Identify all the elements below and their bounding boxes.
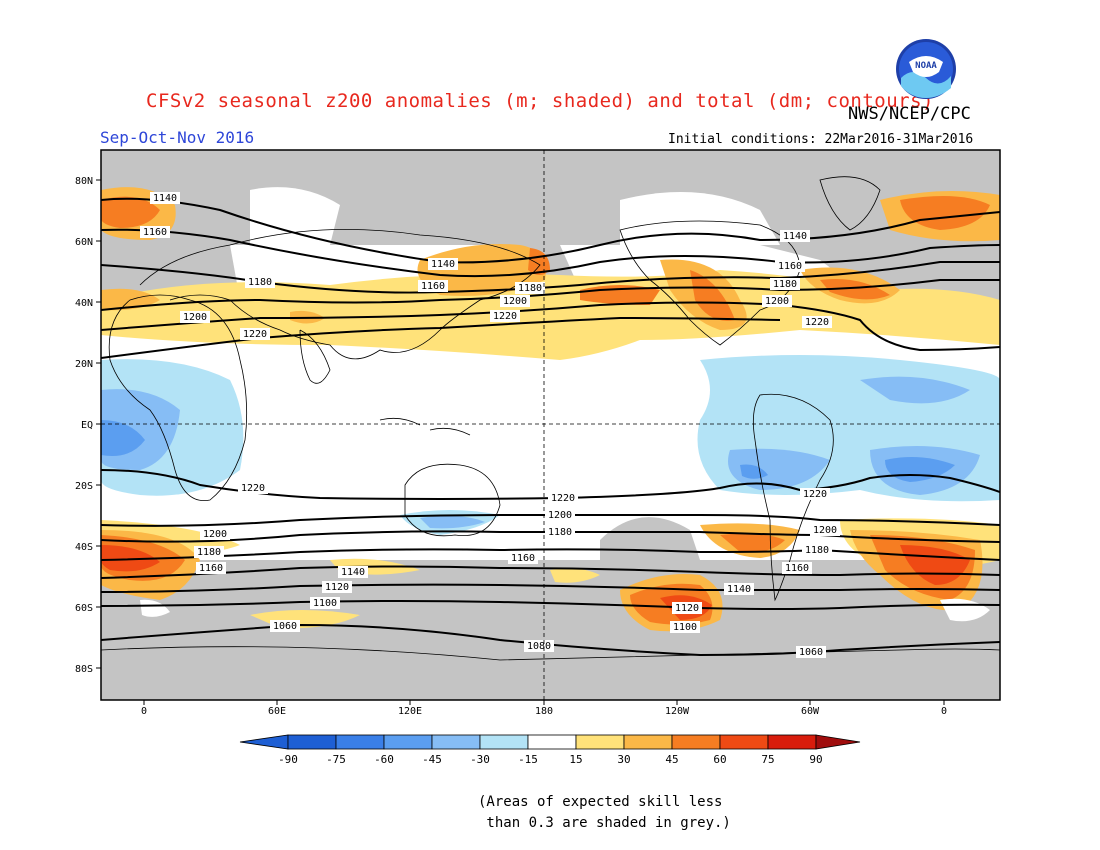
lon-tick-label: 120E	[398, 706, 422, 717]
contour-label: 1200	[503, 296, 527, 307]
colorbar-label: -45	[422, 753, 442, 766]
contour-label: 1180	[197, 547, 221, 558]
contour-label: 1220	[803, 489, 827, 500]
colorbar-left-arrow	[239, 734, 289, 750]
lat-tick-label: 20N	[75, 359, 93, 370]
lon-axis	[143, 700, 945, 705]
contour-label: 1220	[493, 311, 517, 322]
contour-label: 1220	[243, 329, 267, 340]
colorbar-segment	[479, 734, 529, 750]
colorbar-labels: -90 -75 -60 -45 -30 -15 15 30 45 60 75 9…	[278, 753, 823, 766]
colorbar-segment	[767, 734, 817, 750]
lon-tick-label: 0	[141, 706, 147, 717]
contour-label: 1180	[248, 277, 272, 288]
colorbar-label: 60	[713, 753, 726, 766]
lat-tick-label: 20S	[75, 481, 93, 492]
colorbar-segment	[431, 734, 481, 750]
contour-label: 1160	[511, 553, 535, 564]
contour-label: 1200	[548, 510, 572, 521]
plot-frame	[100, 149, 1001, 701]
colorbar-label: -60	[374, 753, 394, 766]
lat-tick-label: 40S	[75, 542, 93, 553]
colorbar-label: 45	[665, 753, 678, 766]
contour-label: 1160	[421, 281, 445, 292]
skill-note: (Areas of expected skill less than 0.3 a…	[478, 794, 731, 831]
lon-labels: 0 60E 120E 180 120W 60W 0	[141, 706, 947, 717]
contour-label: 1100	[673, 622, 697, 633]
lat-tick-label: 40N	[75, 298, 93, 309]
lon-tick-label: 0	[941, 706, 947, 717]
contour-label: 1220	[551, 493, 575, 504]
contour-label: 1140	[431, 259, 455, 270]
lon-tick-label: 60W	[801, 706, 820, 717]
colorbar-label: 75	[761, 753, 774, 766]
contour-label: 1160	[199, 563, 223, 574]
contour-label: 1140	[153, 193, 177, 204]
contour-label: 1120	[675, 603, 699, 614]
colorbar-segment	[719, 734, 769, 750]
contour-label: 1120	[325, 582, 349, 593]
noaa-logo: NOAA	[896, 39, 956, 99]
colorbar-label: 90	[809, 753, 822, 766]
contour-label: 1060	[273, 621, 297, 632]
contour-label: 1220	[805, 317, 829, 328]
contour-label: 1180	[548, 527, 572, 538]
lat-labels: 80N 60N 40N 20N EQ 20S 40S 60S 80S	[75, 176, 93, 675]
lat-tick-label: EQ	[81, 420, 93, 431]
contour-label: 1160	[778, 261, 802, 272]
contour-label: 1200	[183, 312, 207, 323]
lon-tick-label: 60E	[268, 706, 286, 717]
contour-label: 1080	[527, 641, 551, 652]
contour-label: 1140	[783, 231, 807, 242]
lat-tick-label: 80S	[75, 664, 93, 675]
contour-label: 1100	[313, 598, 337, 609]
contour-label: 1180	[805, 545, 829, 556]
contour-label: 1220	[241, 483, 265, 494]
colorbar-segment	[575, 734, 625, 750]
lat-tick-label: 60N	[75, 237, 93, 248]
contour-label: 1160	[143, 227, 167, 238]
contour-label: 1060	[799, 647, 823, 658]
shading-layer	[101, 150, 1000, 700]
colorbar-label: 30	[617, 753, 630, 766]
colorbar-segment	[527, 734, 577, 750]
colorbar-segment	[623, 734, 673, 750]
lat-tick-label: 60S	[75, 603, 93, 614]
colorbar-right-arrow	[815, 734, 861, 750]
colorbar-label: -75	[326, 753, 346, 766]
contour-label: 1140	[341, 567, 365, 578]
colorbar: -90 -75 -60 -45 -30 -15 15 30 45 60 75 9…	[239, 734, 861, 766]
lon-tick-label: 120W	[665, 706, 690, 717]
colorbar-label: -15	[518, 753, 538, 766]
colorbar-segment	[671, 734, 721, 750]
contour-label: 1180	[773, 279, 797, 290]
season-label: Sep-Oct-Nov 2016	[100, 128, 255, 147]
contour-label: 1200	[813, 525, 837, 536]
contour-label: 1140	[727, 584, 751, 595]
contour-label: 1160	[785, 563, 809, 574]
colorbar-segment	[383, 734, 433, 750]
logo-text: NOAA	[915, 61, 937, 71]
colorbar-label: 15	[569, 753, 582, 766]
coastlines	[101, 176, 1000, 661]
colorbar-segment	[335, 734, 385, 750]
lat-axis	[96, 179, 101, 669]
map-title: CFSv2 seasonal z200 anomalies (m; shaded…	[146, 90, 934, 112]
colorbar-label: -30	[470, 753, 490, 766]
contour-label: 1200	[203, 529, 227, 540]
contour-label: 1200	[765, 296, 789, 307]
initial-conditions-label: Initial conditions: 22Mar2016-31Mar2016	[668, 132, 974, 147]
colorbar-segment	[287, 734, 337, 750]
lat-tick-label: 80N	[75, 176, 93, 187]
contour-label-group: 1140 1160 1180 1200 1220 1140 1160 1180 …	[140, 192, 840, 658]
agency-label: NWS/NCEP/CPC	[848, 104, 971, 124]
lon-tick-label: 180	[535, 706, 553, 717]
contour-label: 1180	[518, 283, 542, 294]
colorbar-label: -90	[278, 753, 298, 766]
